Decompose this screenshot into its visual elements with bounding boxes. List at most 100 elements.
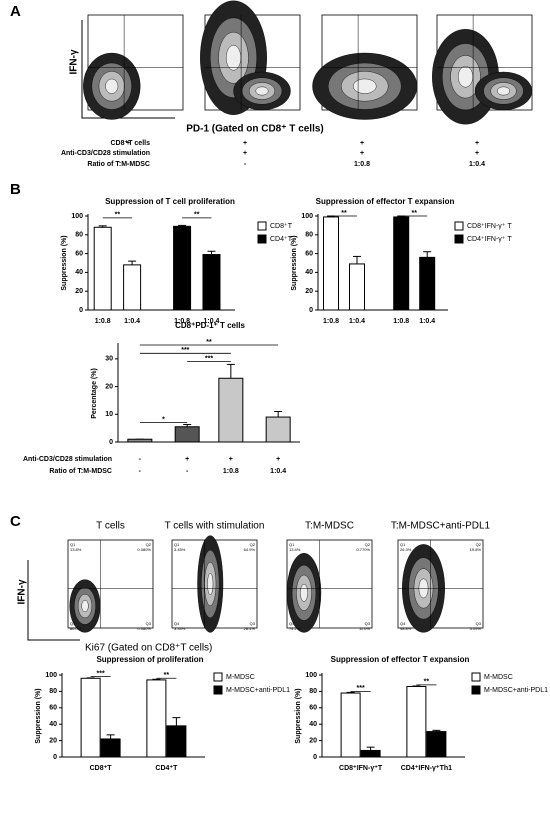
- condition-value: +: [243, 150, 247, 157]
- bar: [202, 254, 221, 311]
- x-tick-label: 1:0.4: [203, 318, 219, 325]
- contour: [255, 86, 269, 96]
- x-axis-label: Ki67 (Gated on CD8⁺T cells): [85, 643, 212, 654]
- condition-value: 1:0.8: [223, 468, 239, 475]
- contour: [225, 45, 242, 71]
- x-tick-label: 1:0.8: [95, 318, 111, 325]
- bar: [127, 438, 153, 443]
- quadrant-value: 13.4%: [289, 547, 301, 552]
- legend-swatch: [257, 234, 267, 244]
- y-tick-label: 80: [305, 232, 313, 239]
- condition-label: Ratio of T:M-MDSC: [87, 161, 150, 168]
- quadrant-name: Q3: [476, 621, 482, 626]
- quadrant-value: 0.080%: [137, 547, 151, 552]
- legend-swatch: [213, 685, 223, 695]
- y-tick-label: 30: [105, 356, 113, 363]
- significance-label: **: [164, 672, 170, 679]
- legend-label: CD8⁺IFN-γ⁺ T: [467, 223, 512, 230]
- axis-arrow: [81, 20, 175, 119]
- quadrant-name: Q2: [476, 542, 482, 547]
- plot-title: T:M-MDSC+anti-PDL1: [391, 521, 491, 532]
- contour: [105, 78, 119, 94]
- condition-value: +: [475, 150, 479, 157]
- condition-value: -: [127, 161, 130, 168]
- y-tick-label: 80: [309, 688, 317, 695]
- bar: [340, 692, 361, 758]
- legend-swatch: [471, 685, 481, 695]
- quadrant-value: 3.45%: [174, 547, 186, 552]
- condition-value: +: [276, 456, 280, 463]
- chart-title: CD8⁺PD-1⁺ T cells: [175, 321, 245, 330]
- y-tick-label: 0: [53, 754, 57, 761]
- bar: [146, 679, 167, 758]
- y-tick-label: 60: [75, 250, 83, 257]
- bar: [419, 256, 436, 311]
- x-tick-label: 1:0.8: [393, 318, 409, 325]
- y-axis-label: IFN-γ: [17, 579, 28, 604]
- x-tick-label: CD8⁺IFN-γ⁺T: [339, 765, 383, 772]
- condition-label: Anti-CD3/CD28 stimulation: [23, 456, 112, 463]
- condition-value: +: [126, 140, 130, 147]
- contour: [497, 86, 510, 96]
- quadrant-value: 26.3%: [400, 547, 412, 552]
- panel-label: A: [10, 3, 21, 20]
- y-tick-label: 40: [309, 721, 317, 728]
- significance-label: **: [411, 210, 417, 217]
- quadrant-name: Q2: [146, 542, 152, 547]
- bar: [218, 377, 244, 443]
- condition-value: +: [475, 140, 479, 147]
- significance-label: **: [424, 679, 430, 686]
- legend-label: CD4⁺T: [270, 236, 293, 243]
- condition-value: -: [186, 468, 189, 475]
- significance-label: **: [115, 212, 121, 219]
- quadrant-value: 0.770%: [356, 547, 370, 552]
- significance-label: **: [194, 212, 200, 219]
- bar: [123, 264, 142, 311]
- y-tick-label: 80: [75, 232, 83, 239]
- y-tick-label: 0: [109, 439, 113, 446]
- quadrant-value: 48.8%: [400, 626, 412, 631]
- quadrant-name: Q1: [174, 542, 180, 547]
- legend-label: M-MDSC: [484, 674, 513, 681]
- y-tick-label: 40: [49, 721, 57, 728]
- plot-title: T cells: [96, 521, 125, 532]
- plot-title: T:M-MDSC: [305, 521, 354, 532]
- bar: [393, 216, 410, 311]
- significance-label: ***: [97, 670, 105, 677]
- quadrant-value: 11.6%: [359, 626, 370, 631]
- legend-label: M-MDSC+anti-PDL1: [484, 687, 548, 694]
- legend-swatch: [257, 221, 267, 231]
- bar: [426, 731, 447, 758]
- contour: [207, 573, 214, 595]
- legend-label: M-MDSC: [226, 674, 255, 681]
- x-axis-label: PD-1 (Gated on CD8⁺ T cells): [186, 124, 324, 135]
- y-tick-label: 20: [309, 737, 317, 744]
- significance-label: ***: [205, 355, 213, 362]
- y-axis-label: Suppression (%): [291, 235, 298, 290]
- chart-title: Suppression of proliferation: [96, 655, 203, 664]
- quadrant-value: 19.8%: [470, 547, 482, 552]
- y-tick-label: 60: [309, 705, 317, 712]
- quadrant-name: Q4: [70, 621, 76, 626]
- x-tick-label: 1:0.4: [419, 318, 435, 325]
- legend-swatch: [471, 672, 481, 682]
- significance-label: ***: [357, 685, 365, 692]
- bar: [100, 738, 121, 758]
- condition-value: 1:0.8: [354, 161, 370, 168]
- significance-label: *: [162, 416, 165, 423]
- x-tick-label: 1:0.4: [349, 318, 365, 325]
- quadrant-value: 0.080%: [137, 626, 151, 631]
- legend-swatch: [454, 221, 464, 231]
- chart-title: Suppression of effector T expansion: [316, 197, 455, 206]
- panel-label: B: [10, 181, 21, 198]
- panel-label: C: [10, 513, 21, 530]
- bar: [265, 416, 291, 443]
- y-axis-label: IFN-γ: [69, 49, 80, 74]
- quadrant-value: 64.9%: [244, 547, 256, 552]
- legend-label: CD8⁺T: [270, 223, 293, 230]
- x-tick-label: 1:0.8: [323, 318, 339, 325]
- quadrant-value: 13.8%: [70, 547, 82, 552]
- significance-label: **: [206, 339, 212, 346]
- legend-swatch: [213, 672, 223, 682]
